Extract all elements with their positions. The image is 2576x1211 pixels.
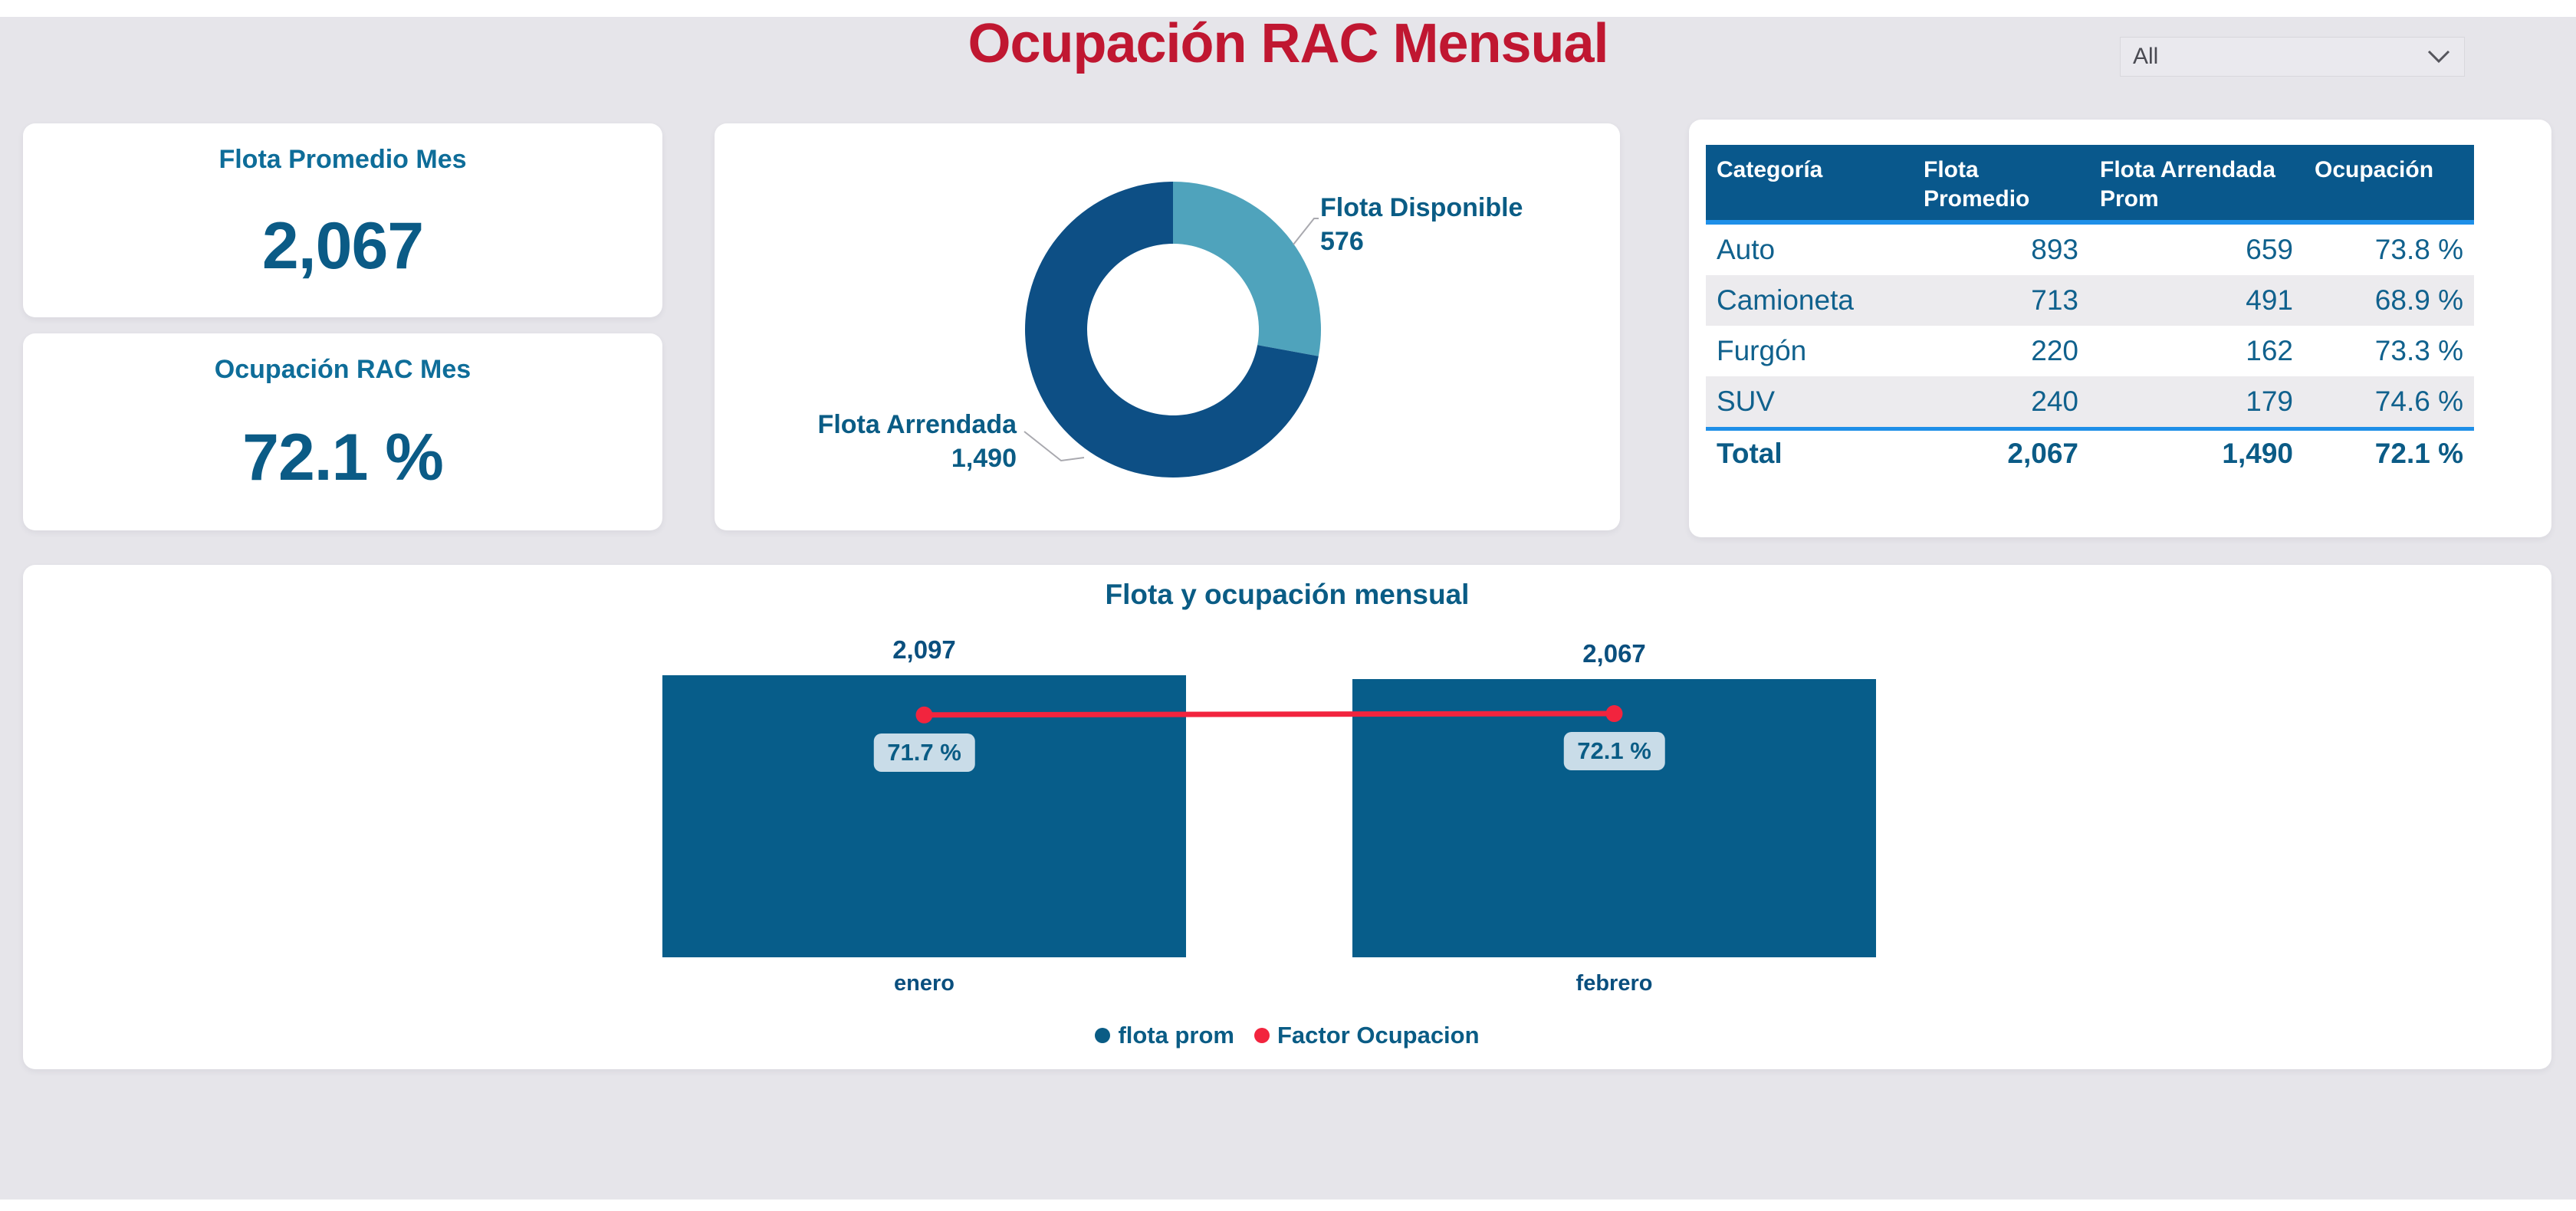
filter-dropdown[interactable]: All — [2120, 37, 2465, 77]
donut-chart — [1024, 182, 1321, 478]
legend-label: Factor Ocupacion — [1277, 1022, 1480, 1049]
table-cell-category: Total — [1717, 438, 1783, 469]
table-row[interactable]: SUV 240 179 74.6 % — [1706, 376, 2474, 427]
kpi-title: Flota Promedio Mes — [219, 145, 467, 174]
table-cell-value: 73.3 % — [2374, 335, 2463, 366]
table-header-row: Categoría Flota Promedio Flota Arrendada P… — [1706, 145, 2474, 225]
donut-slice-flota-arrendada[interactable] — [1025, 182, 1319, 478]
kpi-value: 72.1 % — [242, 420, 444, 494]
donut-label-text: Flota Arrendada — [817, 410, 1017, 439]
table-cell-category: SUV — [1717, 386, 1776, 417]
legend-item-factor-ocupacion[interactable]: Factor Ocupacion — [1254, 1022, 1480, 1049]
donut-leader-line — [1293, 218, 1319, 245]
kpi-value: 2,067 — [261, 208, 424, 283]
donut-chart-card: Flota Disponible 576 Flota Arrendada 1,4… — [715, 123, 1620, 530]
combo-chart-plot-area: 2,097 enero 2,067 febrero 71.7 % 72.1 % — [23, 565, 2551, 1069]
donut-leader-line — [1024, 431, 1085, 462]
donut-label-value: 1,490 — [951, 444, 1017, 473]
x-axis-label: febrero — [1576, 971, 1653, 996]
combo-chart-card: Flota y ocupación mensual 2,097 enero 2,06… — [23, 565, 2551, 1069]
table-cell-category: Auto — [1717, 234, 1776, 265]
table-cell-value: 2,067 — [2007, 438, 2078, 469]
donut-slice-flota-disponible[interactable] — [1173, 182, 1321, 356]
line-value-label: 71.7 % — [873, 733, 975, 772]
table-cell-value: 72.1 % — [2374, 438, 2463, 469]
category-table-card: Categoría Flota Promedio Flota Arrendada P… — [1689, 120, 2551, 537]
table-cell-value: 74.6 % — [2374, 386, 2463, 417]
table-cell-value: 179 — [2246, 386, 2293, 417]
bar-febrero[interactable] — [1352, 678, 1876, 957]
table-header-cell[interactable]: Flota Promedio — [1924, 157, 2030, 212]
chart-legend: flota prom Factor Ocupacion — [23, 1022, 2551, 1049]
table-cell-value: 659 — [2246, 234, 2293, 265]
kpi-title: Ocupación RAC Mes — [214, 355, 472, 384]
table-header-cell[interactable]: Categoría — [1717, 157, 1823, 182]
chart-title: Flota y ocupación mensual — [1105, 579, 1470, 610]
donut-label-flota-disponible: Flota Disponible 576 — [1320, 191, 1523, 258]
legend-dot-bar-icon — [1095, 1028, 1111, 1043]
kpi-card-ocupacion: Ocupación RAC Mes 72.1 % — [23, 333, 662, 530]
table-cell-value: 491 — [2246, 284, 2293, 316]
bar-enero[interactable] — [662, 674, 1186, 957]
table-row[interactable]: Camioneta 713 491 68.9 % — [1706, 275, 2474, 326]
table-cell-value: 220 — [2031, 335, 2078, 366]
line-value-label: 72.1 % — [1563, 732, 1665, 771]
legend-item-flota-prom[interactable]: flota prom — [1095, 1022, 1234, 1049]
filter-dropdown-value: All — [2133, 44, 2159, 69]
donut-label-text: Flota Disponible — [1320, 193, 1523, 222]
x-axis-label: enero — [894, 971, 955, 996]
chevron-down-icon — [2427, 50, 2450, 64]
table-header-cell[interactable]: Ocupación — [2315, 157, 2434, 182]
table-row[interactable]: Furgón 220 162 73.3 % — [1706, 326, 2474, 376]
table-cell-value: 1,490 — [2222, 438, 2293, 469]
table-cell-value: 68.9 % — [2374, 284, 2463, 316]
table-cell-value: 893 — [2031, 234, 2078, 265]
bar-value-label: 2,097 — [892, 635, 956, 664]
kpi-card-flota-promedio: Flota Promedio Mes 2,067 — [23, 123, 662, 317]
table-total-row[interactable]: Total 2,067 1,490 72.1 % — [1706, 427, 2474, 477]
table-cell-category: Furgón — [1717, 335, 1807, 366]
donut-label-flota-arrendada: Flota Arrendada 1,490 — [818, 408, 1017, 475]
bar-value-label: 2,067 — [1582, 638, 1646, 668]
page-title: Ocupación RAC Mensual — [968, 13, 1608, 74]
legend-label: flota prom — [1118, 1022, 1234, 1049]
donut-label-value: 576 — [1320, 227, 1364, 256]
category-table: Categoría Flota Promedio Flota Arrendada P… — [1706, 145, 2474, 477]
table-header-cell[interactable]: Flota Arrendada Prom — [2100, 157, 2275, 212]
table-cell-value: 162 — [2246, 335, 2293, 366]
table-cell-value: 713 — [2031, 284, 2078, 316]
table-cell-category: Camioneta — [1717, 284, 1854, 316]
table-cell-value: 73.8 % — [2374, 234, 2463, 265]
table-cell-value: 240 — [2031, 386, 2078, 417]
legend-dot-line-icon — [1254, 1028, 1270, 1043]
table-row[interactable]: Auto 893 659 73.8 % — [1706, 225, 2474, 275]
